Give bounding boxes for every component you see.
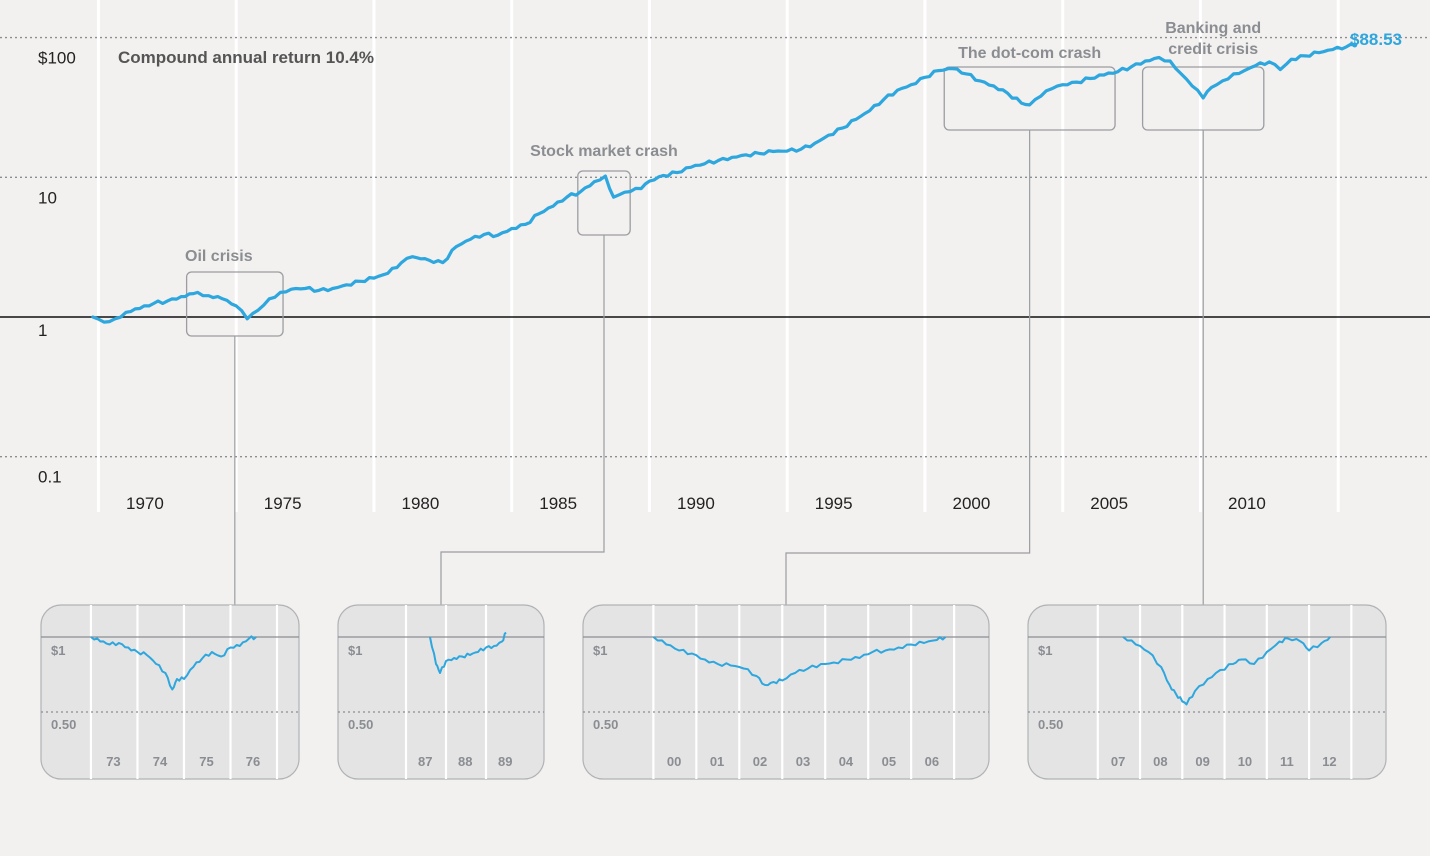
inset-grid [1096, 605, 1353, 779]
chart-title: Compound annual return 10.4% [118, 48, 374, 67]
inset-grid [652, 605, 956, 779]
inset-x-tick-label: 12 [1322, 754, 1336, 769]
inset-the-dot-com-crash-detail: $1 0.50 00 01 02 03 04 05 06 [582, 604, 990, 780]
y-tick-label: 10 [38, 188, 57, 207]
inset-x-tick-label: 05 [882, 754, 896, 769]
inset-series-line [1122, 636, 1331, 706]
inset-y-tick-label: $1 [348, 643, 362, 658]
x-tick-label: 2000 [953, 494, 991, 513]
x-tick-label: 2005 [1090, 494, 1128, 513]
connector-dot-com-crash [785, 130, 1031, 605]
annotation-label: Banking and [1165, 20, 1261, 37]
x-tick-label: 1970 [126, 494, 164, 513]
inset-y-tick-label: $1 [593, 643, 607, 658]
end-point [1352, 42, 1358, 48]
inset-x-tick-label: 75 [199, 754, 213, 769]
inset-x-tick-label: 00 [667, 754, 681, 769]
annotation-label: Oil crisis [185, 248, 253, 265]
series-line-growth [91, 42, 1357, 324]
inset-x-tick-label: 73 [106, 754, 120, 769]
inset-x-tick-label: 87 [418, 754, 432, 769]
inset-x-tick-label: 11 [1280, 754, 1294, 769]
inset-x-tick-label: 04 [839, 754, 854, 769]
x-tick-label: 2010 [1228, 494, 1266, 513]
inset-y-tick-label: 0.50 [51, 717, 76, 732]
inset-banking-and-credit-crisis-detail: $1 0.50 07 08 09 10 11 12 [1027, 604, 1387, 780]
x-tick-label: 1995 [815, 494, 853, 513]
inset-y-tick-label: 0.50 [348, 717, 373, 732]
inset-stock-market-crash-detail: $1 0.50 87 88 89 [337, 604, 545, 780]
inset-series-line [429, 631, 507, 674]
x-tick-label: 1980 [402, 494, 440, 513]
inset-grid [89, 605, 279, 779]
inset-y-tick-label: 0.50 [1038, 717, 1063, 732]
y-tick-label: 0.1 [38, 468, 62, 487]
annotation-label: The dot-com crash [958, 45, 1101, 62]
inset-series-line [90, 635, 257, 691]
inset-series-line [652, 636, 947, 687]
inset-panel [40, 604, 300, 780]
inset-x-tick-label: 89 [498, 754, 512, 769]
end-value-label: $88.53 [1350, 30, 1402, 49]
inset-y-tick-label: 0.50 [593, 717, 618, 732]
inset-panel [337, 604, 545, 780]
inset-x-tick-label: 09 [1195, 754, 1209, 769]
y-tick-label: $100 [38, 49, 76, 68]
inset-x-tick-label: 06 [925, 754, 939, 769]
annotation-label: credit crisis [1168, 41, 1258, 58]
annotation-box-the-dot-com-crash [943, 66, 1116, 131]
inset-x-tick-label: 07 [1111, 754, 1125, 769]
x-tick-label: 1975 [264, 494, 302, 513]
inset-y-tick-label: $1 [51, 643, 65, 658]
annotation-box-stock-market-crash [577, 170, 631, 236]
x-tick-label: 1985 [539, 494, 577, 513]
inset-panel [1027, 604, 1387, 780]
inset-y-tick-label: $1 [1038, 643, 1052, 658]
y-tick-label: 1 [38, 321, 47, 340]
inset-oil-crisis-detail: $1 0.50 73 74 75 76 [40, 604, 300, 780]
inset-x-tick-label: 01 [710, 754, 724, 769]
inset-x-tick-label: 88 [458, 754, 472, 769]
main-chart: $100 10 1 0.1 1970 1975 1980 1985 1990 1995 2000 20… [0, 0, 1430, 513]
inset-x-tick-label: 02 [753, 754, 767, 769]
inset-x-tick-label: 76 [246, 754, 260, 769]
inset-x-tick-label: 74 [153, 754, 168, 769]
connector-stock-market-crash [440, 235, 605, 605]
inset-x-tick-label: 10 [1238, 754, 1252, 769]
x-tick-label: 1990 [677, 494, 715, 513]
annotation-label: Stock market crash [530, 143, 678, 160]
inset-x-tick-label: 03 [796, 754, 810, 769]
inset-x-tick-label: 08 [1153, 754, 1167, 769]
connector-lines [234, 130, 1204, 605]
inset-grid [404, 605, 488, 779]
inset-panel [582, 604, 990, 780]
